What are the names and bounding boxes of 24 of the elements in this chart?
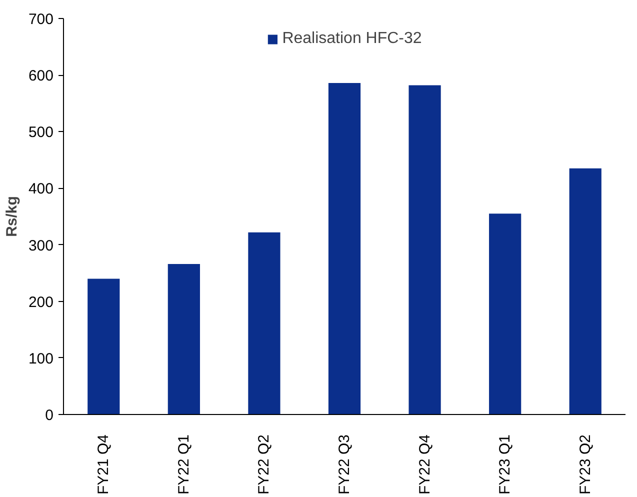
y-tick-label: 700 xyxy=(28,11,54,28)
bar xyxy=(248,232,280,414)
y-tick-label: 400 xyxy=(28,180,54,198)
y-tick-label: 500 xyxy=(28,124,54,142)
bar xyxy=(408,85,441,414)
x-tick-label: FY22 Q3 xyxy=(336,434,353,495)
bar xyxy=(168,264,200,414)
x-tick-label: FY23 Q2 xyxy=(576,434,594,495)
bar xyxy=(88,278,120,414)
x-tick-label: FY22 Q1 xyxy=(175,434,192,495)
y-tick-label: 100 xyxy=(28,350,54,368)
bar xyxy=(328,82,361,414)
y-tick-label: 0 xyxy=(45,407,54,424)
y-axis-title: Rs/kg xyxy=(3,196,20,237)
x-tick-label: FY22 Q4 xyxy=(416,434,434,495)
legend-label: Realisation HFC-32 xyxy=(282,30,422,48)
x-tick-label: FY22 Q2 xyxy=(256,434,273,495)
bar xyxy=(569,168,602,414)
y-tick-label: 200 xyxy=(28,294,54,311)
y-tick-label: 600 xyxy=(28,68,54,85)
x-tick-label: FY23 Q1 xyxy=(496,434,514,495)
x-tick-label: FY21 Q4 xyxy=(95,434,112,495)
bar xyxy=(489,214,522,414)
y-tick-label: 300 xyxy=(28,237,54,254)
